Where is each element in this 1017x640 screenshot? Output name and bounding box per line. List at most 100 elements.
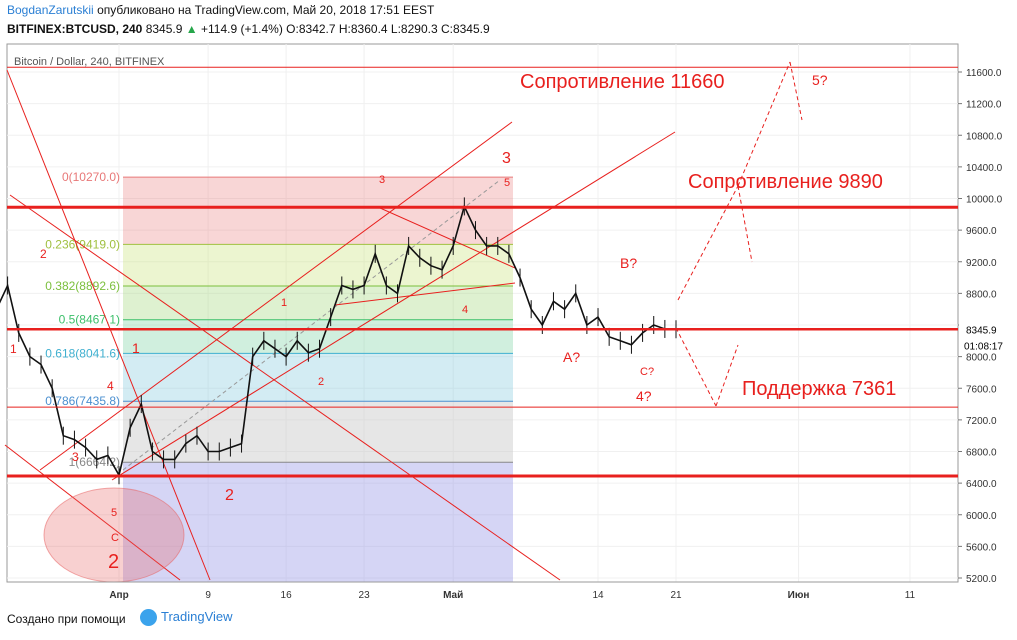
- axes: 5200.0 5600.0 6000.0 6400.0 6800.0 7200.0 7600…: [7, 68, 1017, 601]
- wave-label: 4: [107, 379, 114, 393]
- y-tick-label: 7600.0: [966, 384, 997, 395]
- chart-title: Bitcoin / Dollar, 240, BITFINEX: [14, 56, 165, 68]
- wave-label: 5?: [812, 72, 828, 88]
- wave-label: A?: [563, 349, 580, 365]
- last-price-label: 8345.9: [966, 325, 997, 336]
- fib-level-label: 0.236(9419.0): [45, 237, 120, 251]
- fib-zone: [123, 462, 513, 582]
- wave-label: 4?: [636, 388, 652, 404]
- trend-line: [334, 282, 516, 306]
- trend-line: [6, 69, 211, 581]
- tradingview-logo-icon: [140, 609, 157, 627]
- chart-background: [6, 43, 959, 583]
- x-tick-label: 14: [592, 590, 604, 601]
- symbol-line: BITFINEX:BTCUSD, 240 8345.9 ▲ +114.9 (+1…: [7, 22, 490, 36]
- fib-level-label: 0(10270.0): [62, 170, 120, 184]
- fib-level-label: 1(6664.2): [69, 455, 120, 469]
- wave-label: 5: [504, 177, 510, 189]
- fib-zone: [123, 177, 513, 245]
- y-tick-label: 6800.0: [966, 448, 997, 459]
- wave-label: C?: [640, 366, 654, 378]
- trend-line: [39, 121, 513, 471]
- wave-label: 2: [40, 247, 47, 261]
- y-tick-label: 7200.0: [966, 416, 997, 427]
- fib-level-label: 0.5(8467.1): [59, 313, 120, 327]
- y-tick-label: 11600.0: [966, 68, 1002, 79]
- wave-label: 3: [72, 450, 79, 464]
- author-name[interactable]: BogdanZarutskii: [7, 3, 94, 17]
- symbol-label: BITFINEX:BTCUSD, 240: [7, 22, 143, 36]
- x-tick-label: Июн: [788, 590, 810, 601]
- tradingview-link[interactable]: TradingView: [140, 609, 233, 627]
- y-tick-label: 5600.0: [966, 542, 997, 553]
- wave-label: Сопротивление 11660: [520, 71, 725, 93]
- wave-label: 1: [132, 340, 140, 356]
- projection-line: [715, 344, 739, 407]
- ohlc-text: O:8342.7 H:8360.4 L:8290.3 C:8345.9: [286, 22, 490, 36]
- wave-annotations: Сопротивление 11660 Сопротивление 9890 Под…: [10, 71, 896, 573]
- x-tick-label: 23: [359, 590, 371, 601]
- wave-label: 2: [225, 487, 234, 504]
- wave-label: Сопротивление 9890: [688, 171, 883, 193]
- fib-level-label: 0.382(8892.6): [45, 279, 120, 293]
- horizontal-levels: [7, 66, 958, 478]
- price-line: [0, 204, 677, 478]
- x-tick-label: 9: [205, 590, 211, 601]
- y-tick-label: 8000.0: [966, 353, 997, 364]
- change-up-icon: ▲: [185, 22, 198, 36]
- x-tick-label: 21: [670, 590, 682, 601]
- trend-line: [111, 131, 676, 481]
- projection-line: [737, 61, 791, 187]
- tradingview-brand: TradingView: [161, 609, 233, 624]
- wave-label: 2: [318, 376, 324, 388]
- wave-label: B?: [620, 255, 637, 271]
- trend-line: [379, 207, 516, 269]
- x-tick-label: 16: [281, 590, 293, 601]
- y-tick-label: 11200.0: [966, 100, 1002, 111]
- last-price-text: 8345.9: [145, 22, 183, 36]
- published-text: опубликовано на TradingView.com, Май 20,…: [97, 3, 435, 17]
- publish-line: BogdanZarutskii опубликовано на TradingV…: [7, 3, 434, 17]
- x-tick-label: Апр: [109, 590, 128, 601]
- projection-line: [677, 185, 739, 301]
- y-tick-label: 9200.0: [966, 258, 997, 269]
- wave-label: C: [111, 532, 119, 544]
- countdown-label: 01:08:17: [964, 341, 1003, 352]
- grid-lines: [7, 44, 958, 582]
- y-tick-label: 10800.0: [966, 131, 1003, 142]
- wave-label: 3: [379, 174, 385, 186]
- plot-frame: [6, 43, 959, 583]
- trend-line: [4, 444, 181, 581]
- projection-line: [789, 61, 803, 121]
- y-tick-label: 6000.0: [966, 511, 997, 522]
- trend-line: [9, 194, 561, 581]
- wave-label: 1: [281, 297, 287, 309]
- trend-lines: [4, 61, 803, 583]
- fib-level-label: 0.618(8041.6): [45, 346, 120, 360]
- wave-label: 2: [108, 551, 119, 573]
- y-tick-label: 5200.0: [966, 574, 997, 585]
- projection-line: [675, 327, 717, 407]
- wave-label: 3: [502, 150, 511, 167]
- y-tick-label: 10000.0: [966, 195, 1003, 206]
- last-price-tag-bg: [959, 321, 1017, 352]
- fibonacci-retracement: 0(10270.0) 0.236(9419.0) 0.382(8892.6) 0.5(…: [45, 170, 513, 582]
- x-tick-label: Май: [443, 590, 463, 601]
- y-tick-label: 10400.0: [966, 163, 1003, 174]
- change-text: +114.9 (+1.4%): [200, 22, 283, 36]
- y-tick-label: 6400.0: [966, 479, 997, 490]
- y-tick-label: 8800.0: [966, 289, 997, 300]
- wave-label: 5: [111, 507, 117, 519]
- footer-text: Создано при помощи: [7, 612, 126, 626]
- fib-zone: [123, 319, 513, 354]
- x-tick-label: 11: [905, 590, 916, 601]
- fib-level-label: 0.786(7435.8): [45, 394, 120, 408]
- fib-trend-dashed: [122, 179, 501, 471]
- y-tick-label: 9600.0: [966, 226, 997, 237]
- projection-line: [737, 185, 753, 263]
- fib-zone: [123, 401, 513, 463]
- wave-label: Поддержка 7361: [742, 378, 896, 400]
- wave-label: 1: [10, 342, 17, 356]
- wave-label: 4: [462, 304, 468, 316]
